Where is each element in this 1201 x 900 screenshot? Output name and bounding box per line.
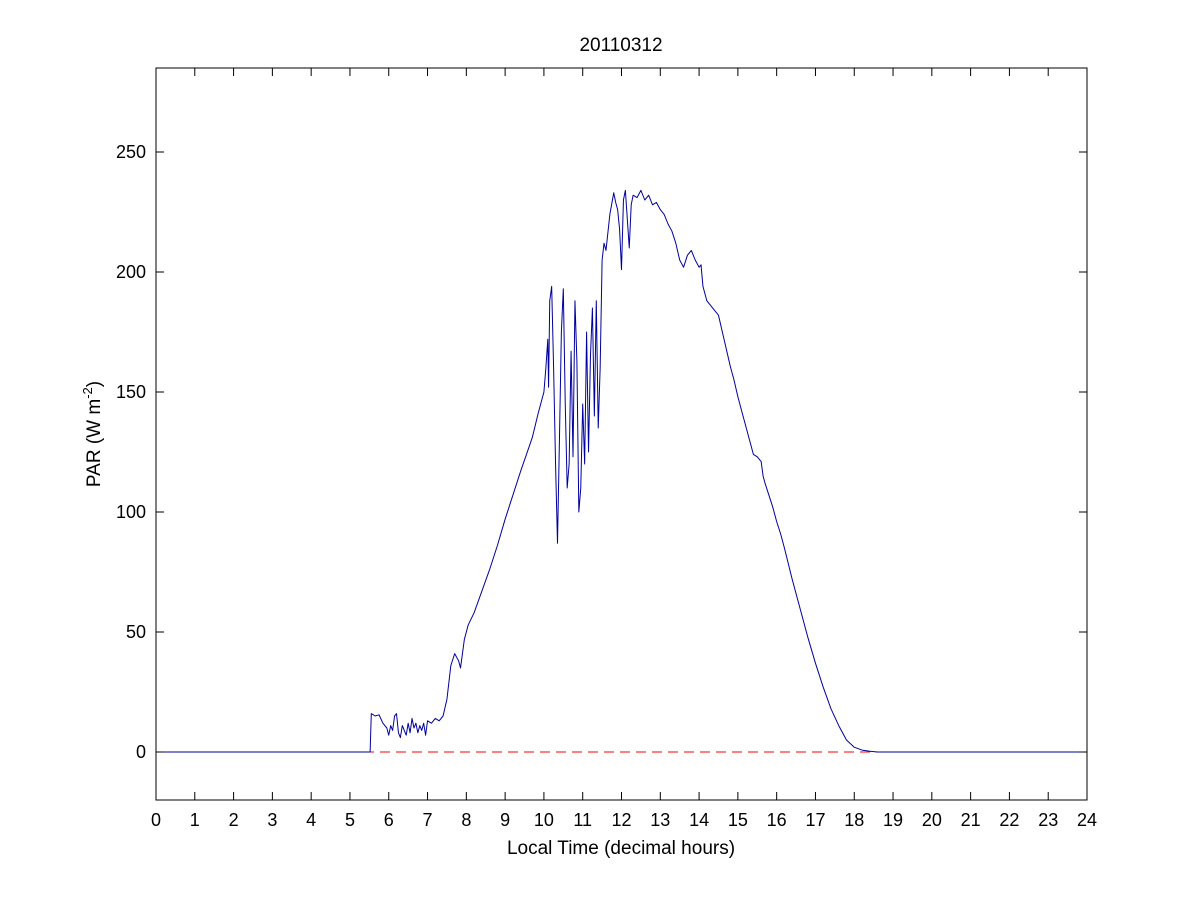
x-tick-label: 6 xyxy=(384,810,394,830)
y-axis-label-suffix: ) xyxy=(84,381,105,387)
y-tick-label: 100 xyxy=(116,502,146,522)
x-tick-label: 19 xyxy=(883,810,903,830)
x-tick-label: 5 xyxy=(345,810,355,830)
x-tick-label: 9 xyxy=(500,810,510,830)
x-tick-label: 21 xyxy=(961,810,981,830)
plot-area: 0 1 2 3 4 5 6 7 8 9 10 11 12 13 14 15 16 17 18 19 20 21 22 23 24… xyxy=(116,67,1097,830)
y-axis-label-main: PAR (W m xyxy=(84,399,105,487)
x-tick-label: 11 xyxy=(573,810,592,830)
x-tick-label: 18 xyxy=(844,810,864,830)
x-tick-label: 12 xyxy=(611,810,631,830)
x-tick-label: 4 xyxy=(306,810,316,830)
y-tick-label: 50 xyxy=(126,622,146,642)
series-layer xyxy=(156,189,1087,753)
x-tick-label: 13 xyxy=(650,810,670,830)
x-tick-label: 14 xyxy=(689,810,709,830)
y-tick-label: 200 xyxy=(116,262,146,282)
x-tick-label: 20 xyxy=(922,810,942,830)
x-tick-label: 10 xyxy=(534,810,554,830)
x-tick-label: 0 xyxy=(151,810,161,830)
y-axis-label: PAR (W m-2) xyxy=(80,381,105,487)
chart-title: 20110312 xyxy=(579,35,662,56)
x-tick-label: 22 xyxy=(999,810,1019,830)
x-tick-label: 2 xyxy=(229,810,239,830)
y-tick-label: 0 xyxy=(136,742,146,762)
x-tick-label: 17 xyxy=(805,810,825,830)
y-tick-label: 150 xyxy=(116,382,146,402)
x-tick-label: 24 xyxy=(1077,810,1097,830)
tick-layer: 0 1 2 3 4 5 6 7 8 9 10 11 12 13 14 15 16 17 18 19 20 21 22 23 24… xyxy=(116,68,1097,830)
x-tick-label: 8 xyxy=(461,810,471,830)
x-tick-label: 7 xyxy=(423,810,433,830)
axes-box xyxy=(155,67,1088,801)
y-tick-label: 250 xyxy=(116,142,146,162)
y-axis-label-superscript: -2 xyxy=(80,387,95,399)
x-axis-label: Local Time (decimal hours) xyxy=(507,838,735,859)
x-tick-label: 15 xyxy=(728,810,748,830)
par-series-line xyxy=(156,189,1087,753)
x-tick-label: 3 xyxy=(267,810,277,830)
x-tick-label: 23 xyxy=(1038,810,1058,830)
x-tick-label: 16 xyxy=(767,810,787,830)
x-tick-label: 1 xyxy=(190,810,200,830)
